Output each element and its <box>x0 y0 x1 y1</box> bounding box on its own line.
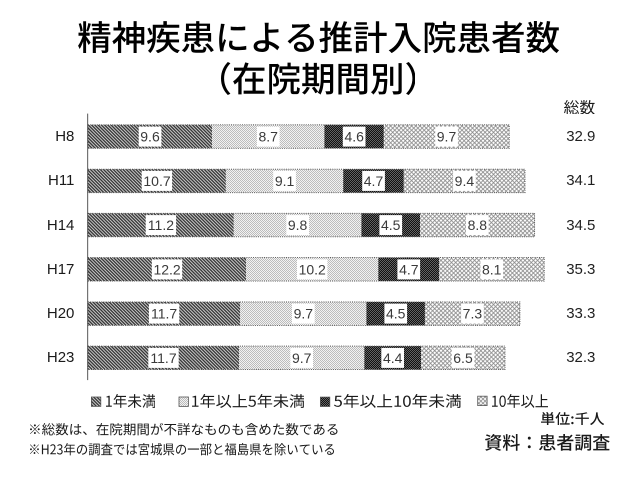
svg-text:9.7: 9.7 <box>292 350 312 366</box>
svg-text:4.5: 4.5 <box>386 306 406 322</box>
svg-text:7.3: 7.3 <box>463 306 483 322</box>
svg-text:10.7: 10.7 <box>143 173 170 189</box>
svg-text:4.4: 4.4 <box>383 350 403 366</box>
svg-text:9.1: 9.1 <box>275 173 295 189</box>
svg-text:9.4: 9.4 <box>455 173 475 189</box>
svg-text:11.2: 11.2 <box>148 217 174 233</box>
svg-text:8.8: 8.8 <box>468 217 488 233</box>
svg-text:4.5: 4.5 <box>381 217 401 233</box>
svg-text:4.7: 4.7 <box>364 173 384 189</box>
svg-text:9.7: 9.7 <box>294 306 314 322</box>
svg-text:9.8: 9.8 <box>288 217 308 233</box>
svg-text:6.5: 6.5 <box>453 350 473 366</box>
svg-text:8.7: 8.7 <box>258 129 278 145</box>
svg-text:8.1: 8.1 <box>482 261 502 277</box>
svg-text:10.2: 10.2 <box>299 261 326 277</box>
svg-text:12.2: 12.2 <box>153 261 180 277</box>
svg-text:11.7: 11.7 <box>150 350 176 366</box>
svg-text:4.7: 4.7 <box>399 261 419 277</box>
svg-text:9.7: 9.7 <box>437 129 457 145</box>
svg-text:9.6: 9.6 <box>140 129 160 145</box>
svg-text:4.6: 4.6 <box>344 129 364 145</box>
svg-text:11.7: 11.7 <box>151 306 177 322</box>
